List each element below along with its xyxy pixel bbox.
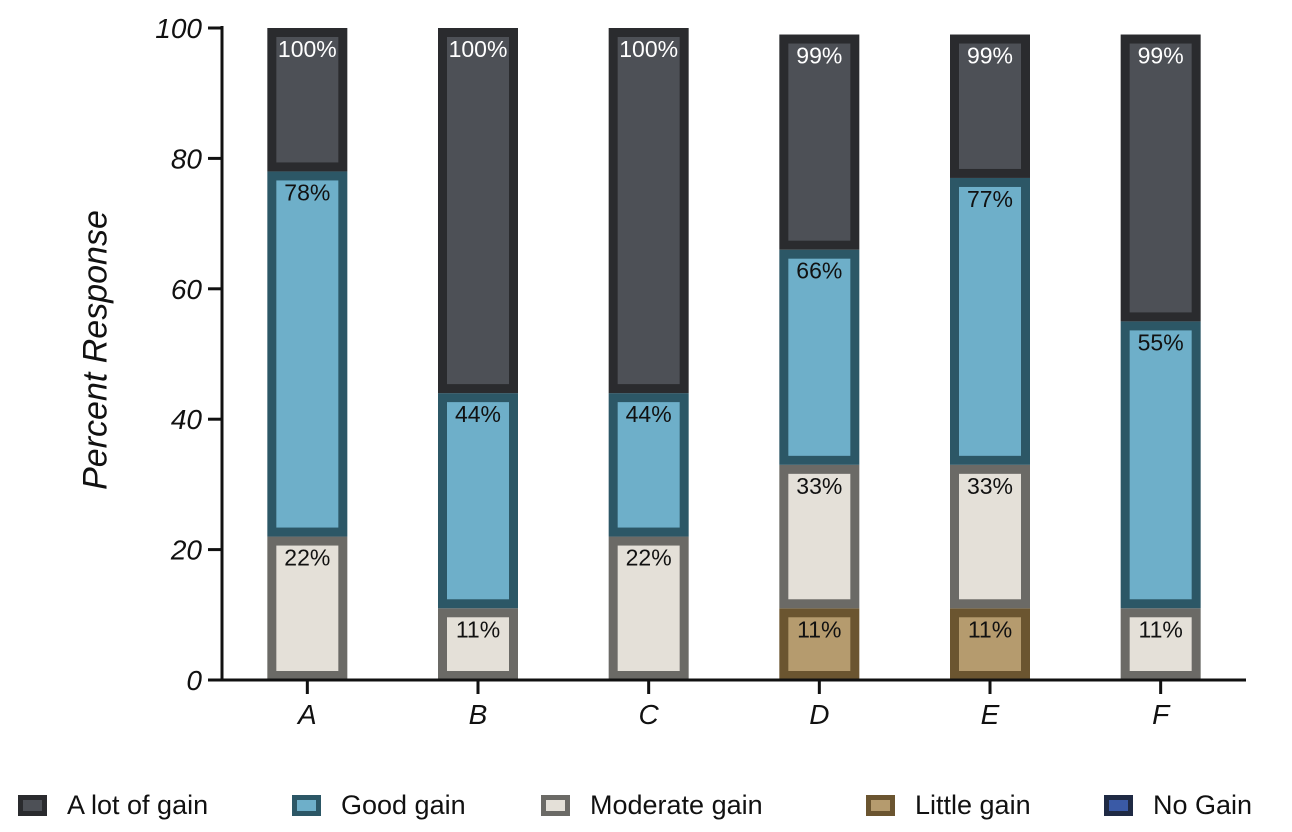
stacked-bar-chart: 22% 78% 100% 11% 44% 100% 22% 44% 100% 11% 33% 66% 9…: [155, 13, 1246, 730]
legend-label-little-gain: Little gain: [915, 789, 1031, 820]
data-label-F-moderate-gain: 11%: [1139, 616, 1183, 642]
legend-swatch-little-gain: [866, 794, 895, 816]
data-label-A-good-gain: 78%: [284, 179, 330, 205]
x-tick-label-A: A: [296, 699, 317, 730]
data-label-B-good-gain: 44%: [455, 401, 501, 427]
data-label-E-moderate-gain: 33%: [967, 473, 1013, 499]
data-label-C-moderate-gain: 22%: [626, 545, 672, 571]
data-label-B-a-lot-of-gain: 100%: [449, 36, 508, 62]
data-label-D-moderate-gain: 33%: [796, 473, 842, 499]
legend-item-a-lot-of-gain: A lot of gain: [18, 780, 208, 830]
bar-segment-A-a-lot-of-gain: [267, 28, 348, 172]
bar-segment-F-a-lot-of-gain: [1120, 34, 1201, 322]
data-label-A-a-lot-of-gain: 100%: [278, 36, 337, 62]
y-tick-label-0: 0: [186, 665, 202, 696]
bar-segment-E-a-lot-of-gain: [950, 34, 1030, 178]
bar-segment-A-moderate-gain: [267, 536, 348, 680]
bar-segment-E-little-gain: [950, 608, 1030, 681]
bar-segment-D-a-lot-of-gain: [779, 34, 860, 250]
y-tick-label-100: 100: [155, 13, 202, 44]
data-label-C-a-lot-of-gain: 100%: [619, 36, 678, 62]
legend-label-no-gain: No Gain: [1153, 789, 1253, 820]
data-label-E-good-gain: 77%: [967, 186, 1013, 212]
y-tick-label-20: 20: [170, 535, 203, 566]
x-tick-label-C: C: [639, 699, 660, 730]
bar-segment-E-moderate-gain: [950, 464, 1030, 609]
legend-swatch-good-gain: [292, 794, 321, 816]
data-label-F-a-lot-of-gain: 99%: [1138, 43, 1184, 69]
data-label-E-a-lot-of-gain: 99%: [967, 43, 1013, 69]
data-label-D-good-gain: 66%: [796, 258, 842, 284]
legend-swatch-moderate-gain: [541, 794, 570, 816]
legend-label-a-lot-of-gain: A lot of gain: [67, 789, 209, 820]
data-label-A-moderate-gain: 22%: [284, 545, 330, 571]
bar-segment-B-a-lot-of-gain: [438, 28, 518, 394]
bar-segment-C-moderate-gain: [608, 536, 689, 680]
data-label-D-a-lot-of-gain: 99%: [796, 43, 842, 69]
legend-item-no-gain: No Gain: [1104, 780, 1252, 830]
bar-segment-D-little-gain: [779, 608, 860, 681]
bar-segment-D-good-gain: [779, 249, 860, 465]
chart-legend: A lot of gain Good gain Moderate gain Littl…: [0, 780, 1292, 830]
data-label-F-good-gain: 55%: [1138, 329, 1184, 355]
bar-segment-A-good-gain: [267, 171, 348, 537]
y-axis-title: Percent Response: [76, 210, 115, 490]
legend-label-moderate-gain: Moderate gain: [590, 789, 763, 820]
legend-item-little-gain: Little gain: [866, 780, 1031, 830]
bar-segment-D-moderate-gain: [779, 464, 860, 609]
data-label-E-little-gain: 11%: [968, 616, 1012, 642]
legend-swatch-a-lot-of-gain: [18, 794, 47, 816]
data-label-B-moderate-gain: 11%: [456, 616, 500, 642]
data-label-C-good-gain: 44%: [626, 401, 672, 427]
x-tick-label-F: F: [1152, 699, 1171, 730]
x-tick-label-E: E: [981, 699, 1000, 730]
y-tick-label-40: 40: [171, 404, 203, 435]
bar-segment-B-moderate-gain: [438, 608, 518, 681]
legend-label-good-gain: Good gain: [341, 789, 466, 820]
legend-item-moderate-gain: Moderate gain: [541, 780, 763, 830]
bar-segment-C-a-lot-of-gain: [608, 28, 689, 394]
bar-segment-E-good-gain: [950, 177, 1030, 465]
y-tick-label-80: 80: [171, 143, 203, 174]
data-label-D-little-gain: 11%: [797, 616, 841, 642]
x-tick-label-B: B: [469, 699, 488, 730]
x-tick-label-D: D: [809, 699, 829, 730]
bar-segment-F-moderate-gain: [1120, 608, 1201, 681]
bar-segment-B-good-gain: [438, 393, 518, 609]
y-tick-label-60: 60: [171, 274, 203, 305]
bar-segment-F-good-gain: [1120, 321, 1201, 609]
bar-segment-C-good-gain: [608, 393, 689, 537]
legend-item-good-gain: Good gain: [292, 780, 466, 830]
legend-swatch-no-gain: [1104, 794, 1133, 816]
